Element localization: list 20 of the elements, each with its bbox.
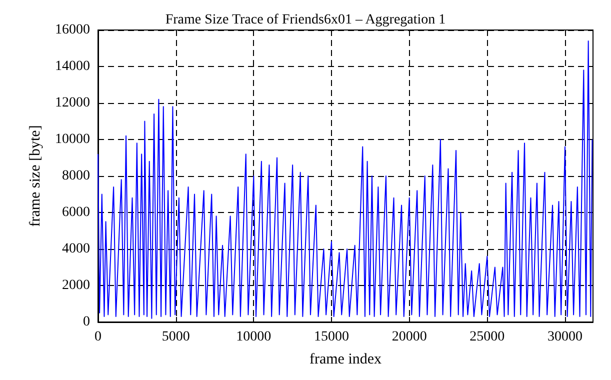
y-tick-label: 16000 (55, 22, 90, 38)
x-tick-label: 30000 (547, 330, 582, 344)
x-tick-label: 10000 (236, 330, 272, 344)
x-tick-label: 20000 (392, 330, 427, 344)
y-tick-label: 4000 (62, 242, 90, 256)
y-tick-label: 2000 (62, 278, 90, 293)
y-tick-label: 12000 (55, 96, 90, 110)
y-tick-label: 0 (83, 314, 90, 330)
y-tick-label: 6000 (62, 205, 90, 220)
y-tick-label: 10000 (55, 132, 90, 147)
x-axis-title: frame index (309, 352, 382, 368)
x-tick-label: 15000 (314, 330, 349, 344)
x-tick-label: 0 (94, 330, 102, 344)
line-series (98, 40, 593, 319)
x-tick-label: 25000 (470, 330, 505, 344)
y-tick-label: 14000 (55, 59, 90, 74)
x-tick-label: 5000 (162, 330, 190, 344)
y-axis-title: frame size [byte] (28, 125, 44, 227)
chart-title: Frame Size Trace of Friends6x01 – Aggregation 1 (165, 12, 446, 28)
y-tick-label: 8000 (62, 168, 90, 184)
